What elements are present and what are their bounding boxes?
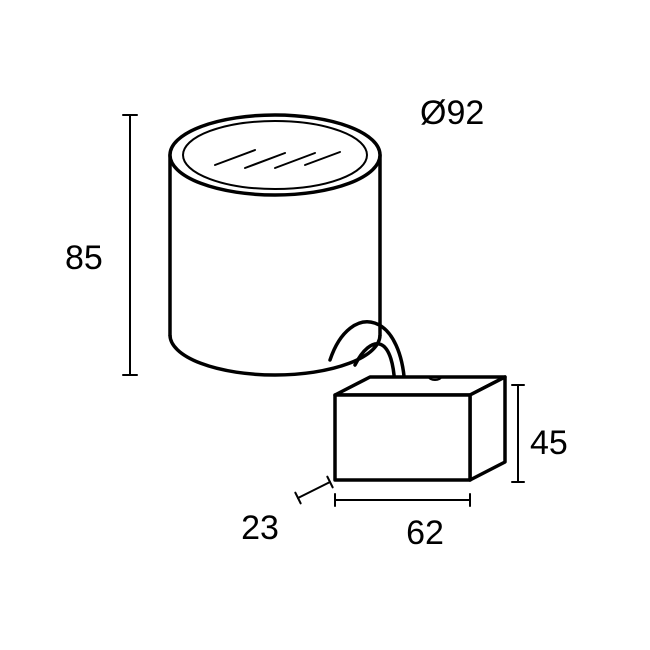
dim-h85: 85 xyxy=(65,239,103,277)
dim-w62: 62 xyxy=(406,514,444,552)
dim-diameter: Ø92 xyxy=(420,94,484,132)
dim-d23: 23 xyxy=(241,509,279,547)
dim-h45: 45 xyxy=(530,424,568,462)
